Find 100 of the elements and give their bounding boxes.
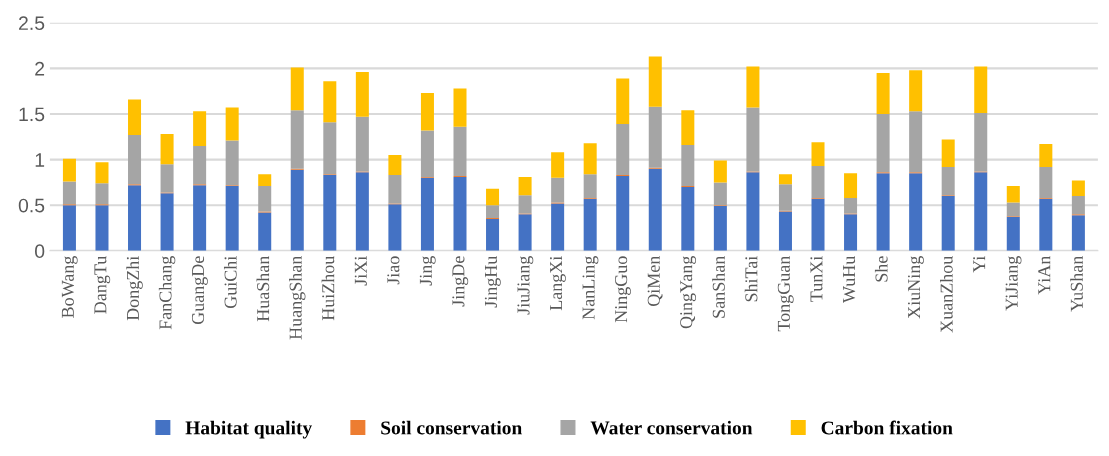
bar bbox=[388, 204, 402, 251]
bar bbox=[551, 203, 565, 251]
bar bbox=[453, 88, 467, 127]
bar bbox=[355, 116, 369, 172]
bar bbox=[486, 188, 500, 206]
x-tick-label: YiAn bbox=[1038, 255, 1051, 295]
x-tick-label: GuangDe bbox=[191, 256, 208, 325]
bar bbox=[713, 160, 727, 183]
x-tick-label: HuangShan bbox=[289, 255, 306, 340]
bar bbox=[1006, 217, 1020, 251]
y-tick-label: 0 bbox=[34, 244, 45, 259]
bar bbox=[844, 214, 858, 251]
x-tick-label: FanChang bbox=[158, 256, 176, 330]
x-tick-label: JingDe bbox=[452, 256, 469, 307]
bar bbox=[778, 211, 792, 251]
bar bbox=[62, 158, 76, 182]
legend-label: Habitat quality bbox=[185, 420, 312, 439]
bar bbox=[225, 140, 239, 186]
x-tick-label: JiuJiang bbox=[517, 256, 534, 315]
bar bbox=[1071, 180, 1085, 197]
bar bbox=[420, 93, 434, 131]
bar bbox=[258, 186, 272, 212]
bar bbox=[62, 181, 76, 205]
x-tick-label: WuHu bbox=[843, 255, 856, 304]
bar bbox=[811, 142, 825, 166]
bar bbox=[681, 145, 695, 187]
bar bbox=[420, 130, 434, 177]
x-tick-label: Jing bbox=[419, 256, 436, 286]
bar bbox=[713, 182, 727, 206]
bar bbox=[583, 143, 597, 175]
bar bbox=[128, 185, 142, 251]
bar bbox=[583, 198, 597, 251]
bar bbox=[225, 186, 239, 251]
x-tick-label: LangXi bbox=[549, 256, 566, 311]
bar bbox=[95, 205, 109, 251]
bar bbox=[355, 172, 369, 251]
bar bbox=[128, 99, 142, 135]
bar bbox=[616, 78, 630, 125]
bar bbox=[941, 139, 955, 167]
x-tick-label: XiuNing bbox=[907, 256, 924, 319]
x-tick-label: JingHu bbox=[484, 255, 501, 308]
bar bbox=[844, 197, 858, 214]
bar bbox=[1071, 215, 1085, 251]
bar bbox=[518, 214, 532, 251]
bar bbox=[518, 195, 532, 214]
x-tick-label: She bbox=[874, 256, 888, 282]
bar bbox=[876, 114, 890, 173]
x-tick-label: Jiao bbox=[387, 256, 400, 285]
bar bbox=[355, 72, 369, 117]
bar bbox=[1006, 186, 1020, 203]
bar bbox=[616, 176, 630, 251]
x-tick-label: NingGuo bbox=[615, 256, 631, 323]
bar bbox=[974, 113, 988, 172]
bar bbox=[941, 196, 955, 251]
bar bbox=[193, 185, 207, 251]
bar bbox=[941, 166, 955, 196]
x-tick-label: QingYang bbox=[680, 256, 697, 329]
bar bbox=[811, 165, 825, 198]
legend-label: Soil conservation bbox=[381, 420, 522, 435]
x-tick-label: HuiZhou bbox=[321, 255, 335, 321]
bar bbox=[388, 175, 402, 204]
bar bbox=[62, 205, 76, 251]
bar bbox=[193, 111, 207, 146]
bar bbox=[974, 172, 988, 251]
bar bbox=[258, 212, 272, 251]
bar bbox=[160, 164, 174, 193]
bar bbox=[551, 152, 565, 178]
legend-label: Water conservation bbox=[590, 420, 753, 435]
bar bbox=[518, 176, 532, 196]
x-tick-label: XuanZhou bbox=[940, 255, 953, 333]
bar bbox=[193, 145, 207, 185]
x-tick-label: QiMen bbox=[647, 255, 663, 307]
x-tick-label: JiXi bbox=[354, 256, 367, 286]
bar bbox=[95, 162, 109, 184]
y-tick-label: 0.5 bbox=[18, 198, 45, 213]
bar bbox=[778, 174, 792, 185]
x-tick-label: BoWang bbox=[61, 256, 78, 318]
bar bbox=[616, 124, 630, 176]
bar bbox=[974, 66, 988, 114]
y-tick-label: 1.5 bbox=[19, 107, 45, 122]
bar bbox=[453, 126, 467, 177]
bar bbox=[713, 206, 727, 251]
x-tick-label: HuaShan bbox=[256, 255, 270, 322]
bar bbox=[876, 72, 890, 114]
legend-label: Carbon fixation bbox=[821, 420, 953, 435]
bar bbox=[290, 169, 304, 251]
bar bbox=[128, 134, 142, 185]
bar bbox=[876, 173, 890, 251]
x-tick-label: TongGuan bbox=[777, 255, 794, 332]
bar bbox=[648, 106, 662, 168]
bar bbox=[746, 66, 760, 108]
bar bbox=[486, 218, 500, 251]
bar bbox=[323, 122, 337, 175]
bar bbox=[551, 177, 565, 203]
bar bbox=[1006, 202, 1020, 217]
x-tick-label: NanLing bbox=[582, 256, 599, 320]
bar bbox=[258, 174, 272, 187]
x-tick-label: DongZhi bbox=[126, 256, 143, 321]
bar bbox=[323, 81, 337, 123]
bar bbox=[1039, 166, 1053, 198]
